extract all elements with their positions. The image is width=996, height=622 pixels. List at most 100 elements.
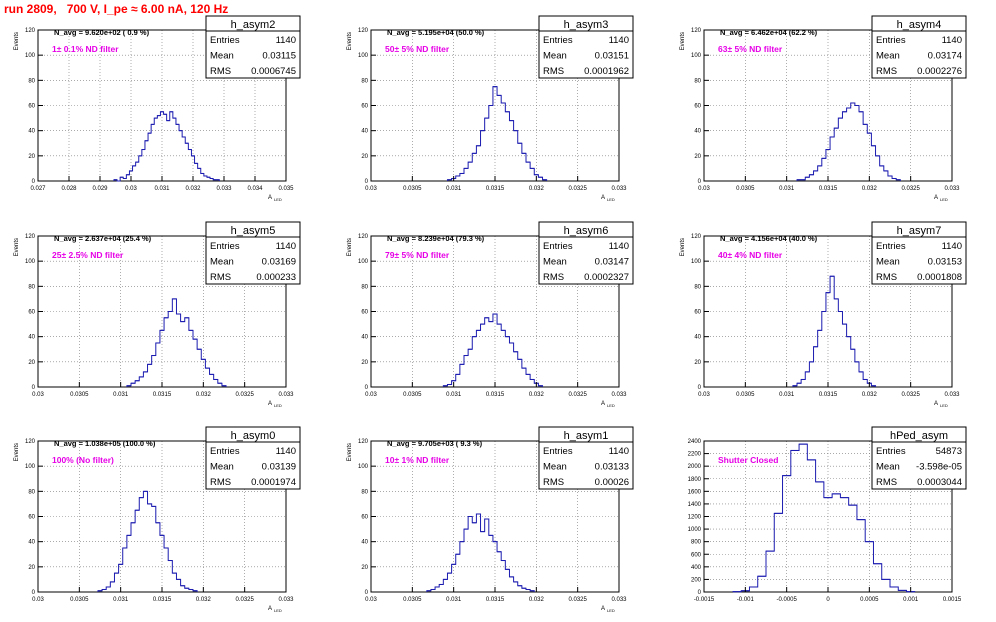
x-tick-label: 0.031 [779,392,795,398]
y-tick-label: 600 [691,552,702,558]
stats-key-rms: RMS [543,66,564,77]
stats-key-rms: RMS [210,66,231,77]
stats-value-rms: 0.000233 [256,272,296,283]
x-tick-label: 0.0305 [70,392,89,398]
stats-title: h_asym2 [231,19,276,31]
y-tick-label: 20 [694,154,701,160]
x-tick-label: 0.0315 [486,392,505,398]
y-tick-label: 60 [28,104,35,110]
x-tick-label: 0.03 [365,186,377,192]
x-tick-label: 0.031 [113,392,129,398]
y-tick-label: 0 [32,179,36,185]
x-tick-label: 0.0305 [736,186,755,192]
y-tick-label: 40 [361,335,368,341]
stats-value-rms: 0.0001962 [584,66,629,77]
x-tick-label: 0.032 [529,186,545,192]
filter-label: 63± 5% ND filter [718,44,783,54]
y-tick-label: 20 [694,360,701,366]
stats-box: h_asym3 Entries 1140 Mean 0.03151 RMS 0.000196… [538,15,634,79]
y-tick-label: 60 [361,104,368,110]
x-tick-label: 0.03 [125,186,137,192]
x-tick-label: 0.035 [278,186,294,192]
stats-key-mean: Mean [210,462,234,473]
x-tick-label: 0.032 [529,597,545,603]
stats-key-rms: RMS [210,272,231,283]
stats-key-entries: Entries [210,35,240,46]
x-tick-label: 0.029 [92,186,108,192]
x-tick-label: 0.033 [944,186,960,192]
y-tick-label: 80 [28,489,35,495]
histogram-line [126,298,227,387]
filter-label: 100% (No filter) [52,455,114,465]
stats-title: h_asym0 [231,430,276,442]
x-tick-label: 0.031 [779,186,795,192]
stats-key-entries: Entries [543,241,573,252]
y-tick-label: 60 [694,104,701,110]
x-tick-label: 0.0325 [235,597,254,603]
stats-key-rms: RMS [210,477,231,488]
y-tick-label: 120 [358,439,369,445]
stats-box: hPed_asym Entries 54873 Mean -3.598e-05 RMS 0.… [871,426,967,490]
x-tick-label: 0.0315 [153,392,172,398]
y-tick-label: 100 [25,259,36,265]
y-tick-label: 20 [28,360,35,366]
histogram-line [446,86,548,181]
stats-box-frame [871,15,967,79]
y-tick-label: 0 [698,385,702,391]
x-tick-label: 0.031 [113,597,129,603]
histogram-panel-h_asym6: 0.03 0.0305 0.031 0.0315 0.032 0.0325 0.033 0 20… [347,221,634,408]
x-tick-label: 0.033 [611,186,627,192]
x-tick-label: 0.031 [446,392,462,398]
stats-value-rms: 0.0002327 [584,272,629,283]
x-tick-label: 0.001 [903,597,919,603]
histogram-panel-hPed_asym: -0.0015 -0.001 -0.0005 0 0.0005 0.001 0.0015 0 2… [688,426,967,603]
x-tick-label: 0.0325 [901,186,920,192]
stats-value-rms: 0.00026 [595,477,629,488]
stats-box: h_asym5 Entries 1140 Mean 0.03169 RMS 0.000233 [205,221,301,285]
y-tick-label: 100 [25,53,36,59]
stats-value-rms: 0.0002276 [917,66,962,77]
y-tick-label: 60 [28,515,35,521]
stats-box: h_asym6 Entries 1140 Mean 0.03147 RMS 0.000232… [538,221,634,285]
stats-value-entries: 1140 [942,241,962,252]
x-tick-label: 0.032 [862,392,878,398]
x-tick-label: 0.032 [196,597,212,603]
y-axis-label: Events [14,32,20,50]
y-tick-label: 1600 [688,489,702,495]
stats-value-entries: 1140 [609,241,629,252]
stats-key-entries: Entries [876,241,906,252]
y-tick-label: 20 [361,154,368,160]
y-tick-label: 800 [691,540,702,546]
y-tick-label: 80 [28,78,35,84]
stats-box-frame [205,15,301,79]
y-tick-label: 2000 [688,464,702,470]
x-tick-label: 0.0305 [403,597,422,603]
stats-value-mean: 0.03147 [595,257,629,268]
stats-key-entries: Entries [210,446,240,457]
x-tick-label: -0.001 [737,597,755,603]
histogram-line [426,513,535,592]
x-tick-label: 0.03 [32,392,44,398]
x-tick-label: 0.033 [278,597,294,603]
stats-value-rms: 0.0001974 [251,477,296,488]
y-tick-label: 40 [28,129,35,135]
stats-box: h_asym2 Entries 1140 Mean 0.03115 RMS 0.000674… [205,15,301,79]
stats-key-mean: Mean [210,257,234,268]
y-axis-label: Events [347,32,353,50]
y-tick-label: 1400 [688,502,702,508]
y-tick-label: 100 [25,464,36,470]
stats-title: h_asym3 [564,19,609,31]
x-tick-label: 0.0315 [819,186,838,192]
stats-title: h_asym4 [897,19,942,31]
x-tick-label: 0.033 [278,392,294,398]
y-tick-label: 100 [691,259,702,265]
x-tick-label: 0.0315 [819,392,838,398]
x-tick-label: 0.033 [611,392,627,398]
x-tick-label: 0 [826,597,830,603]
x-tick-label: 0.033 [216,186,232,192]
stats-key-entries: Entries [543,446,573,457]
x-tick-label: 0.03 [365,392,377,398]
stats-box: h_asym4 Entries 1140 Mean 0.03174 RMS 0.000227… [871,15,967,79]
filter-label: Shutter Closed [718,455,778,465]
y-tick-label: 120 [25,28,36,34]
